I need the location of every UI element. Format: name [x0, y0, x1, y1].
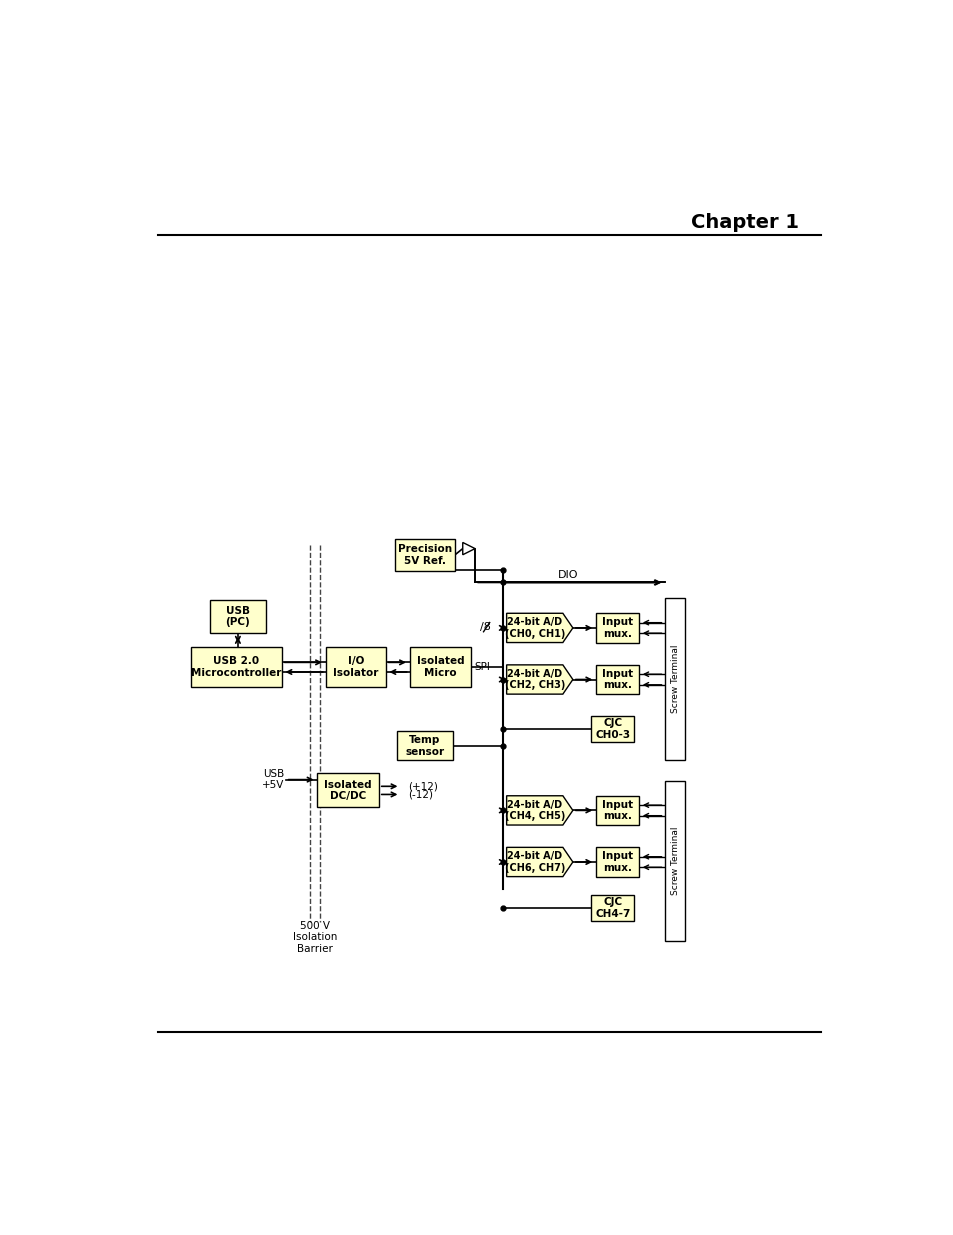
Text: Input
mux.: Input mux.	[601, 668, 633, 690]
Polygon shape	[506, 847, 572, 877]
Text: CJC
CH0-3: CJC CH0-3	[595, 718, 630, 740]
Text: DIO: DIO	[558, 569, 578, 579]
Polygon shape	[462, 542, 475, 555]
Text: Screw Terminal: Screw Terminal	[670, 645, 679, 713]
Bar	[396, 731, 453, 761]
Text: Chapter 1: Chapter 1	[691, 214, 799, 232]
Bar	[325, 647, 385, 687]
Text: Isolated
DC/DC: Isolated DC/DC	[324, 779, 372, 802]
Text: Input
mux.: Input mux.	[601, 618, 633, 638]
Bar	[317, 773, 378, 808]
Text: USB
(PC): USB (PC)	[225, 605, 250, 627]
Text: 24-bit A/D
(CH0, CH1): 24-bit A/D (CH0, CH1)	[504, 618, 564, 638]
Text: USB 2.0
Microcontroller: USB 2.0 Microcontroller	[191, 656, 281, 678]
Text: /8: /8	[479, 622, 490, 632]
Bar	[664, 598, 684, 760]
Bar	[591, 716, 634, 742]
Text: (+12): (+12)	[408, 782, 437, 792]
Text: Input
mux.: Input mux.	[601, 851, 633, 873]
Text: Temp
sensor: Temp sensor	[405, 735, 444, 757]
Text: 24-bit A/D
(CH6, CH7): 24-bit A/D (CH6, CH7)	[504, 851, 564, 873]
Bar	[596, 847, 639, 877]
Text: SPI: SPI	[474, 662, 490, 672]
Bar	[596, 614, 639, 642]
Text: Input
mux.: Input mux.	[601, 799, 633, 821]
Polygon shape	[506, 795, 572, 825]
Bar	[191, 647, 281, 687]
Text: CJC
CH4-7: CJC CH4-7	[595, 898, 630, 919]
Bar	[596, 795, 639, 825]
Text: USB
+5V: USB +5V	[261, 769, 284, 790]
Text: 24-bit A/D
(CH4, CH5): 24-bit A/D (CH4, CH5)	[504, 799, 564, 821]
Text: 500 V
Isolation
Barrier: 500 V Isolation Barrier	[293, 921, 336, 955]
Text: Screw Terminal: Screw Terminal	[670, 827, 679, 895]
Bar	[664, 782, 684, 941]
Bar	[409, 647, 471, 687]
Bar	[591, 895, 634, 921]
Bar	[596, 664, 639, 694]
Text: I/O
Isolator: I/O Isolator	[333, 656, 378, 678]
Text: Isolated
Micro: Isolated Micro	[416, 656, 464, 678]
Polygon shape	[506, 614, 572, 642]
Polygon shape	[506, 664, 572, 694]
Bar	[210, 600, 265, 632]
Text: (-12): (-12)	[408, 789, 433, 799]
Text: Precision
5V Ref.: Precision 5V Ref.	[397, 543, 452, 566]
Bar	[395, 538, 455, 571]
Text: 24-bit A/D
(CH2, CH3): 24-bit A/D (CH2, CH3)	[504, 668, 564, 690]
